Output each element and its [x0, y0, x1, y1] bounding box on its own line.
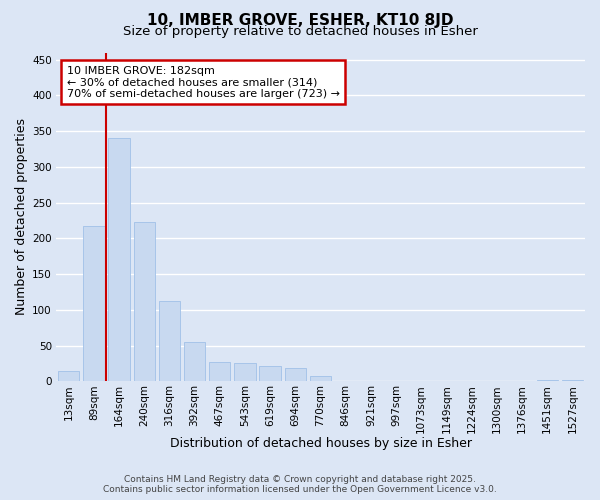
Y-axis label: Number of detached properties: Number of detached properties	[15, 118, 28, 316]
Bar	[83, 226, 104, 382]
Text: Contains HM Land Registry data © Crown copyright and database right 2025.
Contai: Contains HM Land Registry data © Crown c…	[103, 474, 497, 494]
Bar	[284, 368, 306, 382]
Bar	[184, 342, 205, 382]
Bar	[259, 366, 281, 382]
Bar	[536, 380, 558, 382]
Text: Size of property relative to detached houses in Esher: Size of property relative to detached ho…	[122, 25, 478, 38]
X-axis label: Distribution of detached houses by size in Esher: Distribution of detached houses by size …	[170, 437, 472, 450]
Bar	[134, 222, 155, 382]
Bar	[58, 370, 79, 382]
Bar	[310, 376, 331, 382]
Bar	[562, 380, 583, 382]
Bar	[109, 138, 130, 382]
Bar	[159, 300, 180, 382]
Bar	[209, 362, 230, 382]
Text: 10, IMBER GROVE, ESHER, KT10 8JD: 10, IMBER GROVE, ESHER, KT10 8JD	[147, 12, 453, 28]
Bar	[234, 362, 256, 382]
Text: 10 IMBER GROVE: 182sqm
← 30% of detached houses are smaller (314)
70% of semi-de: 10 IMBER GROVE: 182sqm ← 30% of detached…	[67, 66, 340, 99]
